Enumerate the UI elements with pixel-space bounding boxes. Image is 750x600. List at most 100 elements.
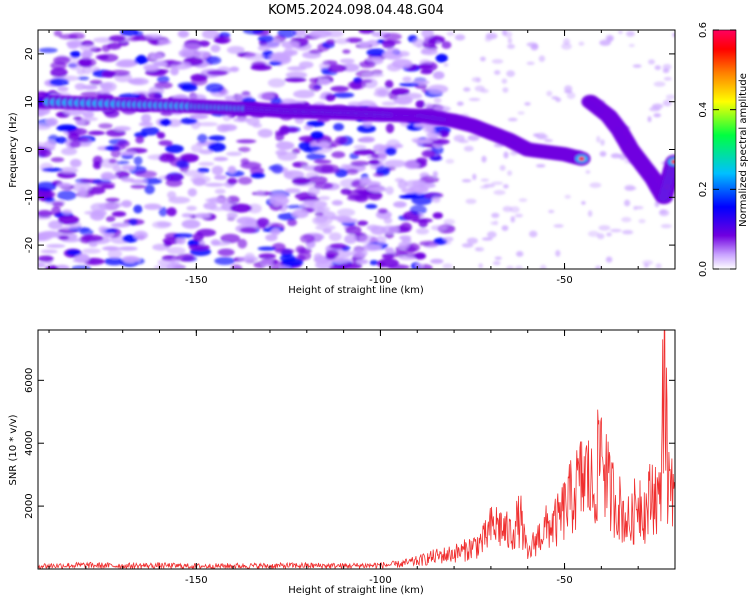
heatmap-cell [269,195,290,206]
heatmap-cell [526,42,538,47]
heatmap-cell [197,133,208,144]
heatmap-cell [198,40,210,47]
heatmap-cell [333,257,351,264]
heatmap-cell [239,226,257,234]
colorbar-tick-label: 0.0 [698,261,709,277]
heatmap-cell [369,260,379,266]
heatmap-cell [206,70,229,76]
heatmap-cell [419,184,424,192]
snr-line [38,330,675,569]
heatmap-cell [638,219,646,224]
heatmap-cell [402,76,412,83]
heatmap-cell [114,170,130,179]
heatmap-cell [472,173,477,181]
heatmap-cell [494,256,502,260]
heatmap-cell [441,41,452,49]
heatmap-cell [380,225,399,234]
heatmap-cell [53,56,71,65]
heatmap-cell [309,30,332,38]
heatmap-cell [270,227,281,236]
heatmap-cell [121,165,135,171]
heatmap-cell [337,218,358,224]
heatmap-cell [360,136,376,143]
y-tick-label: -20 [24,237,35,253]
heatmap-cell [491,212,500,218]
heatmap-cell [480,56,486,62]
heatmap-cell [77,57,97,68]
heatmap-cell [356,220,369,226]
heatmap-cell [507,170,513,176]
heatmap-cell [261,257,274,267]
heatmap-cell [288,127,298,133]
heatmap-cell [292,177,311,185]
bottom-y-ticks: 2000 4000 6000 [24,368,675,519]
heatmap-cell [454,34,466,41]
heatmap-cell [95,54,109,60]
heatmap-cell [428,243,439,247]
chart-title: KOM5.2024.098.04.48.G04 [268,3,444,18]
heatmap-cell [409,204,427,215]
heatmap-cell [424,48,433,54]
heatmap-cell [318,141,330,148]
top-y-axis-label: Frequency (Hz) [8,112,19,188]
heatmap-cell [237,238,248,249]
heatmap-cell [313,164,334,174]
heatmap-cell [353,149,376,156]
heatmap-cell [277,151,298,161]
heatmap-cell [333,123,345,131]
heatmap-cell [443,236,454,242]
heatmap-cell [412,179,426,188]
heatmap-cell [267,78,286,88]
heatmap-cell [256,217,270,228]
heatmap-cell [237,176,253,185]
heatmap-cell [306,153,326,161]
heatmap-cell [507,117,518,122]
heatmap-cell [295,245,306,254]
heatmap-cell [308,49,323,54]
heatmap-cell [77,76,90,81]
heatmap-cell [315,215,328,224]
heatmap-cell [359,61,376,68]
heatmap-cell [128,77,149,86]
heatmap-cell [176,159,190,169]
heatmap-cell [385,123,395,134]
heatmap-cell [134,56,149,65]
heatmap-cell [176,236,186,245]
heatmap-cell [561,43,572,50]
heatmap-cell [514,213,523,218]
heatmap-cell [325,39,336,45]
heatmap-cell [213,156,229,162]
heatmap-cell [367,186,387,193]
heatmap-cell [578,156,585,161]
heatmap-cell [662,63,672,70]
x-tick-label: -100 [369,275,392,286]
heatmap-cell [48,220,63,230]
heatmap-cell [325,249,339,259]
heatmap-cell [236,216,255,225]
heatmap-cell [501,78,508,84]
y-tick-label: 10 [24,95,35,108]
heatmap-cell [120,30,139,37]
heatmap-cell [385,147,397,156]
heatmap-cell [334,38,350,45]
heatmap-cell [205,83,224,93]
heatmap-cell [214,257,236,265]
heatmap-cell [468,97,481,102]
heatmap-cell [474,247,480,252]
heatmap-cell [337,208,356,217]
heatmap-cell [660,224,672,229]
heatmap-cell [622,230,634,235]
heatmap-cell [101,44,111,53]
heatmap-cell [313,253,323,261]
heatmap-cell [357,124,376,133]
y-tick-label: 4000 [24,430,35,455]
heatmap-cell [104,109,120,118]
heatmap-cell [492,261,501,266]
heatmap-cell [384,80,394,89]
heatmap-cell [156,39,172,45]
heatmap-cell [314,211,324,217]
heatmap-cell [152,61,168,67]
heatmap-cell [672,32,675,38]
colorbar-tick-label: 0.2 [698,181,709,197]
heatmap-cell [551,96,559,100]
